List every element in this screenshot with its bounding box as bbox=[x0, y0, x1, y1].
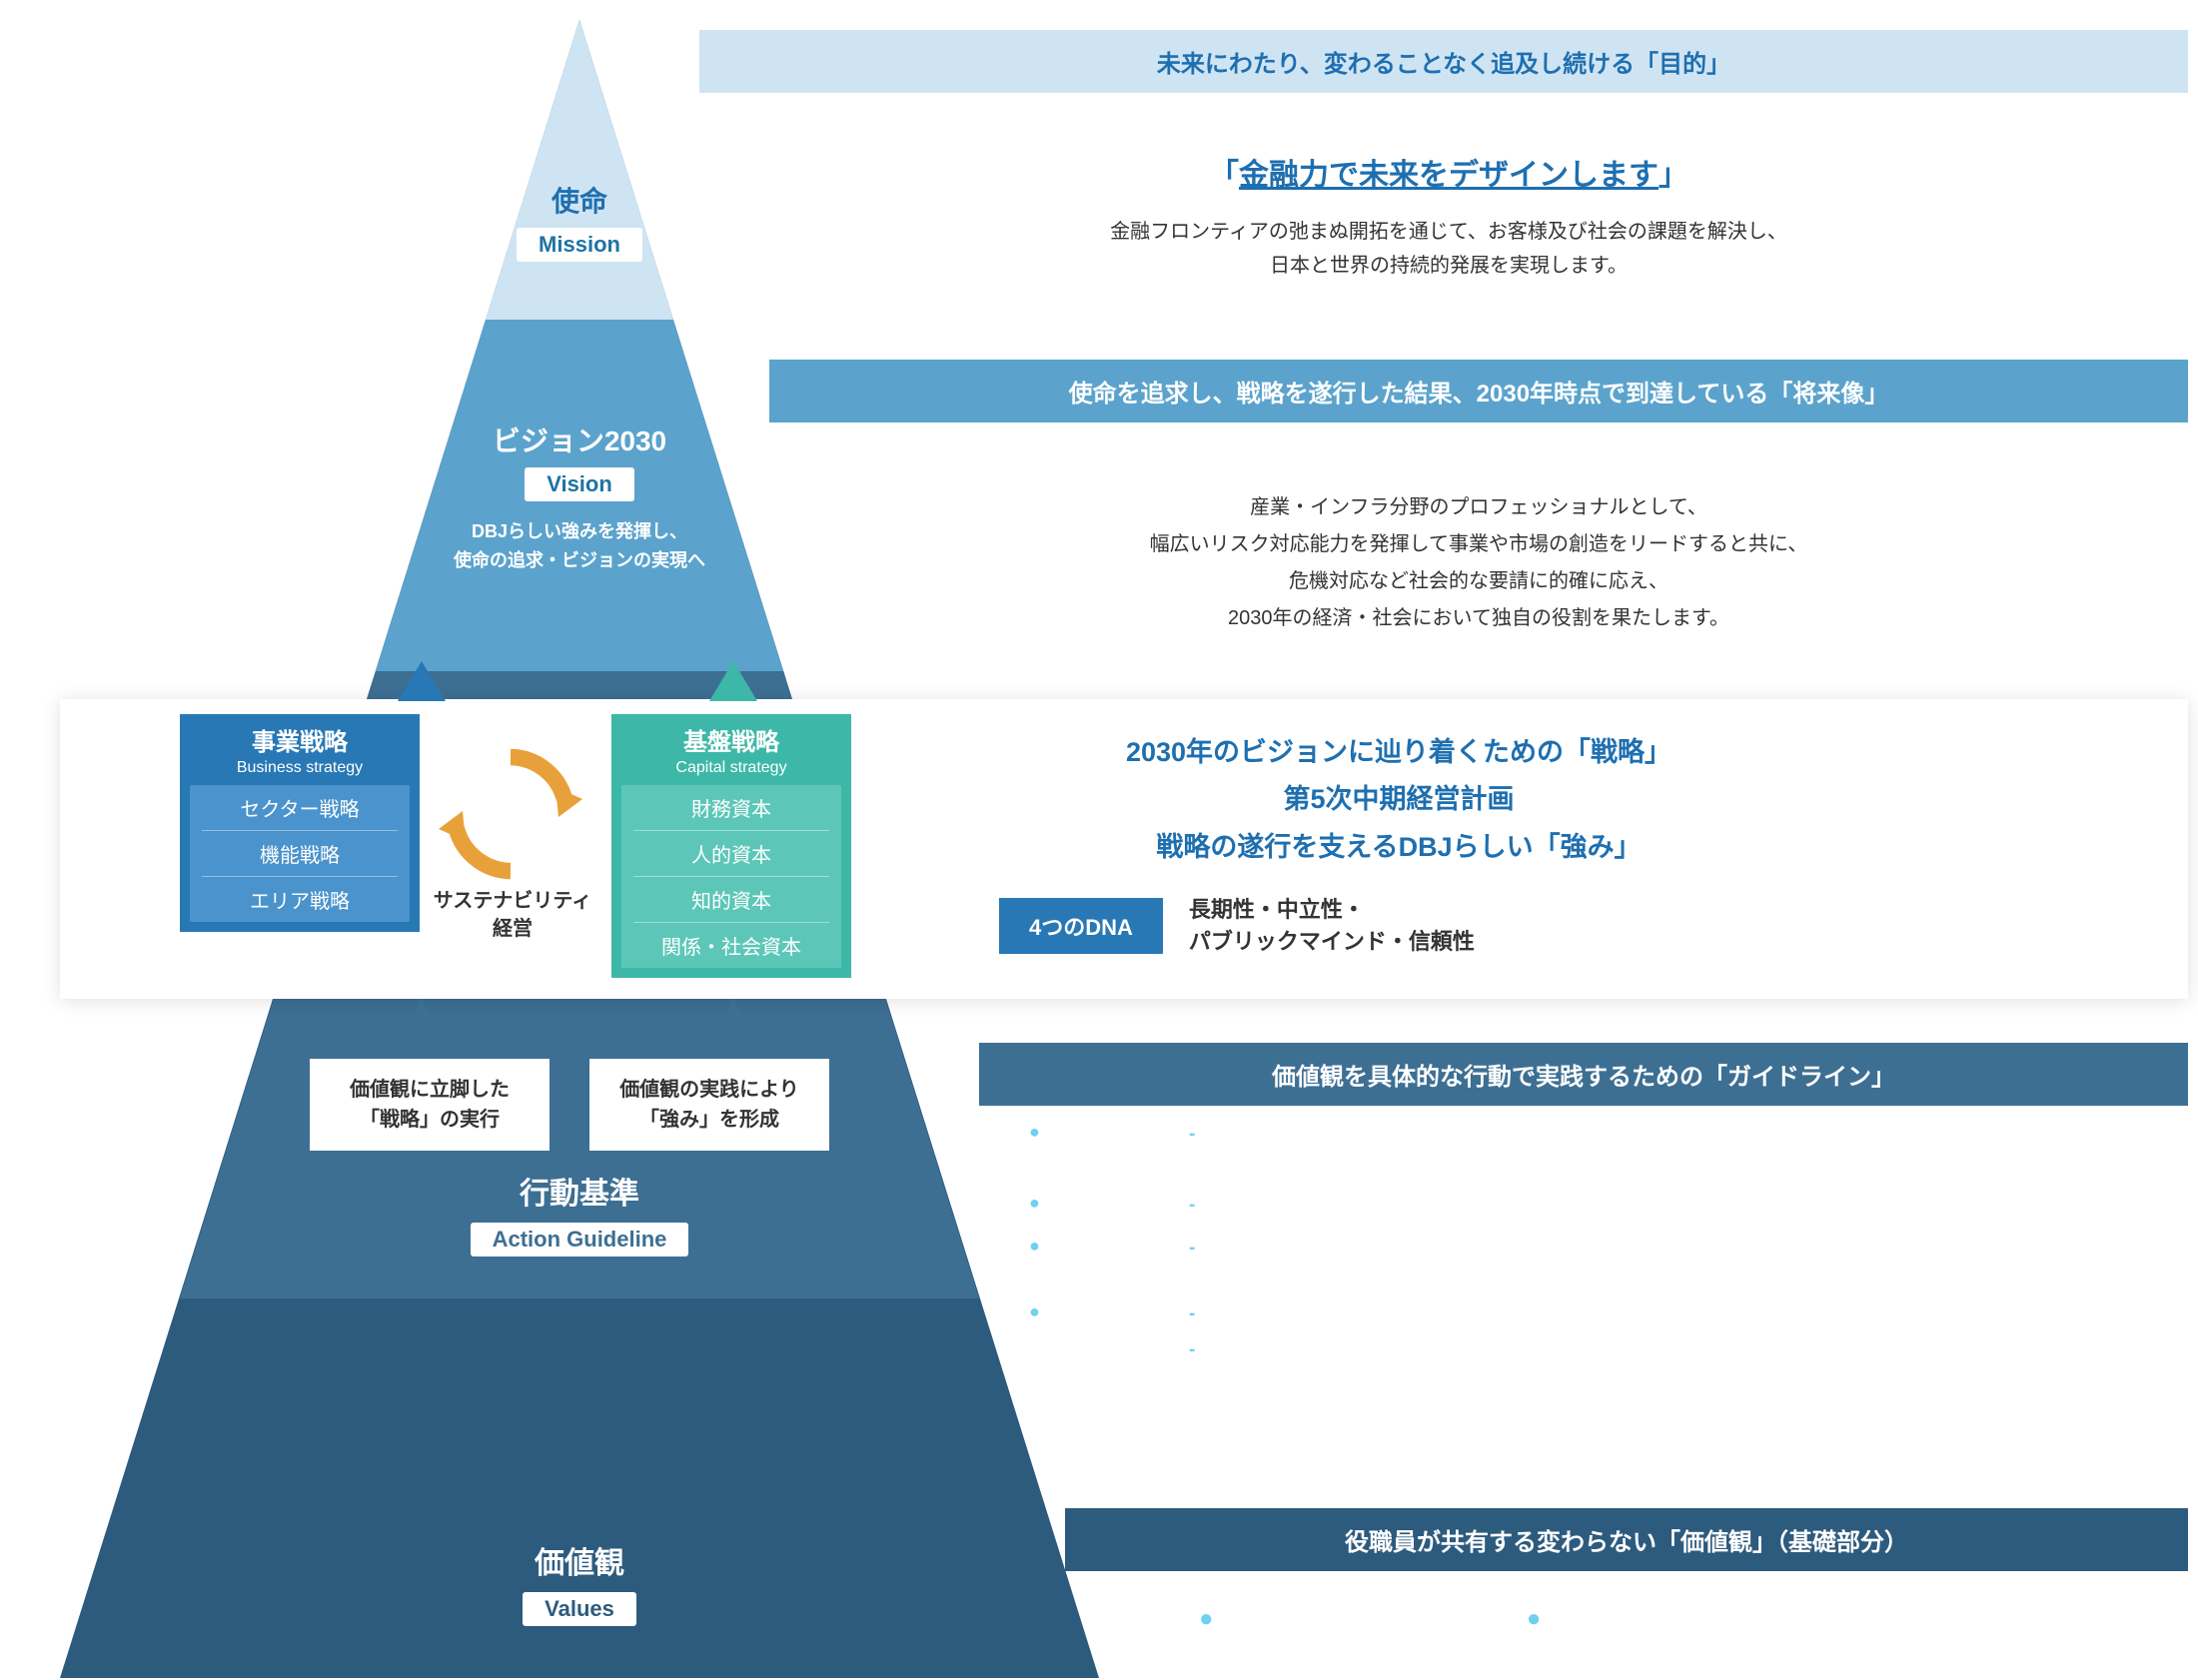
banner-values: 役職員が共有する変わらない「価値観」（基礎部分） bbox=[1065, 1508, 2188, 1571]
strat-h3: 戦略の遂行を支えるDBJらしい「強み」 bbox=[899, 824, 1898, 871]
dna-tag: 4つのDNA bbox=[999, 898, 1163, 954]
guideline-row-3: ●個の挑戦と 協働 -フロンティアに挑戦し、成果にこだわり、やり切ります。 -多… bbox=[1029, 1298, 2158, 1363]
cs-item-0: 財務資本 bbox=[633, 785, 829, 830]
arrow-up-left bbox=[398, 661, 446, 701]
pyramid-mission-layer bbox=[486, 20, 673, 320]
pyramid-vision-label: ビジョン2030 Vision DBJらしい強みを発揮し、 使命の追求・ビジョン… bbox=[380, 420, 779, 575]
arrow-up-right bbox=[709, 661, 757, 701]
values-jp: 価値観 bbox=[380, 1538, 779, 1582]
cycle-arrows-icon bbox=[436, 739, 585, 889]
vision-en: Vision bbox=[525, 467, 634, 501]
mission-detail: 「金融力で未来をデザインします」 金融フロンティアの弛まぬ開拓を通じて、お客様及… bbox=[759, 150, 2138, 283]
gl-2-desc: -常に業務を見直し、サービスの質と生産性を高めます。 bbox=[1189, 1233, 2158, 1261]
bs-title: 事業戦略 bbox=[180, 714, 420, 759]
gl-1-label: ●お客様視点 bbox=[1029, 1190, 1189, 1216]
strat-h1: 2030年のビジョンに辿り着くための「戦略」 bbox=[899, 729, 1898, 776]
arrow-up-action-right bbox=[709, 999, 757, 1039]
guideline-row-1: ●お客様視点 -お客様の立場に立ち、誰よりも徹底的に考えます。 bbox=[1029, 1190, 2158, 1219]
values-items-row: ●挑戦（Initiative） ●誠実（Integrity） bbox=[1199, 1598, 1741, 1633]
action-card-right: 価値観の実践により 「強み」を形成 bbox=[589, 1059, 829, 1151]
cs-item-3: 関係・社会資本 bbox=[633, 922, 829, 968]
strategy-headlines: 2030年のビジョンに辿り着くための「戦略」 第5次中期経営計画 戦略の遂行を支… bbox=[899, 729, 1898, 871]
dna-text: 長期性・中立性・ パブリックマインド・信頼性 bbox=[1189, 894, 1475, 958]
action-en: Action Guideline bbox=[471, 1223, 689, 1257]
vision-caption: DBJらしい強みを発揮し、 使命の追求・ビジョンの実現へ bbox=[380, 517, 779, 575]
cs-item-1: 人的資本 bbox=[633, 830, 829, 876]
banner-mission: 未来にわたり、変わることなく追及し続ける「目的」 bbox=[699, 30, 2188, 93]
bs-item-2: エリア戦略 bbox=[202, 876, 398, 922]
mission-body2: 日本と世界の持続的発展を実現します。 bbox=[759, 249, 2138, 283]
guidelines-list: ●未来への 責任 -経済価値と社会価値の両立を追求し、未来への責任を 果たします… bbox=[1029, 1119, 2158, 1377]
vision-l2: 幅広いリスク対応能力を発揮して事業や市場の創造をリードすると共に、 bbox=[789, 526, 2168, 563]
dna-row: 4つのDNA 長期性・中立性・ パブリックマインド・信頼性 bbox=[999, 894, 1475, 958]
vision-l4: 2030年の経済・社会において独自の役割を果たします。 bbox=[789, 600, 2168, 637]
action-jp: 行動基準 bbox=[380, 1169, 779, 1213]
vision-detail: 産業・インフラ分野のプロフェッショナルとして、 幅広いリスク対応能力を発揮して事… bbox=[789, 489, 2168, 637]
pyramid-action-label: 行動基準 Action Guideline bbox=[380, 1169, 779, 1257]
mission-body1: 金融フロンティアの弛まぬ開拓を通じて、お客様及び社会の課題を解決し、 bbox=[759, 215, 2138, 249]
vision-l3: 危機対応など社会的な要請に的確に応え、 bbox=[789, 563, 2168, 600]
guideline-row-2: ●卓越した サービス -常に業務を見直し、サービスの質と生産性を高めます。 bbox=[1029, 1233, 2158, 1284]
banner-guideline: 価値観を具体的な行動で実践するための「ガイドライン」 bbox=[979, 1043, 2188, 1106]
bs-sub: Business strategy bbox=[180, 759, 420, 785]
values-item-0: ●挑戦（Initiative） bbox=[1199, 1598, 1417, 1633]
cs-item-2: 知的資本 bbox=[633, 876, 829, 922]
cs-title: 基盤戦略 bbox=[611, 714, 851, 759]
gl-3-desc-1: -多様性を尊重し、協働して、お互いを高め合います。 bbox=[1189, 1334, 2158, 1363]
strat-h2: 第5次中期経営計画 bbox=[899, 776, 1898, 823]
cs-sub: Capital strategy bbox=[611, 759, 851, 785]
pyramid-values-label: 価値観 Values bbox=[380, 1538, 779, 1626]
gl-0-desc: -経済価値と社会価値の両立を追求し、未来への責任を 果たします。 bbox=[1189, 1119, 2158, 1176]
arrow-up-action-left bbox=[398, 999, 446, 1039]
gl-3-label: ●個の挑戦と 協働 bbox=[1029, 1298, 1189, 1350]
action-card-left: 価値観に立脚した 「戦略」の実行 bbox=[310, 1059, 550, 1151]
mission-headline: 「金融力で未来をデザインします」 bbox=[759, 150, 2138, 201]
gl-0-label: ●未来への 責任 bbox=[1029, 1119, 1189, 1171]
gl-3-desc-0: -フロンティアに挑戦し、成果にこだわり、やり切ります。 bbox=[1189, 1298, 2158, 1327]
vision-jp: ビジョン2030 bbox=[380, 420, 779, 459]
banner-vision: 使命を追求し、戦略を遂行した結果、2030年時点で到達している「将来像」 bbox=[769, 360, 2188, 422]
bs-item-0: セクター戦略 bbox=[202, 785, 398, 830]
mission-headline-text: 金融力で未来をデザインします bbox=[1239, 159, 1658, 192]
mission-jp: 使命 bbox=[460, 180, 699, 220]
guideline-row-0: ●未来への 責任 -経済価値と社会価値の両立を追求し、未来への責任を 果たします… bbox=[1029, 1119, 2158, 1176]
gl-2-label: ●卓越した サービス bbox=[1029, 1233, 1189, 1284]
mission-en: Mission bbox=[517, 228, 642, 262]
business-strategy-box: 事業戦略 Business strategy セクター戦略 機能戦略 エリア戦略 bbox=[180, 714, 420, 932]
gl-1-desc: -お客様の立場に立ち、誰よりも徹底的に考えます。 bbox=[1189, 1190, 2158, 1219]
values-en: Values bbox=[523, 1592, 636, 1626]
vision-l1: 産業・インフラ分野のプロフェッショナルとして、 bbox=[789, 489, 2168, 526]
cycle-label: サステナビリティ 経営 bbox=[428, 887, 597, 943]
capital-strategy-box: 基盤戦略 Capital strategy 財務資本 人的資本 知的資本 関係・… bbox=[611, 714, 851, 978]
bs-item-1: 機能戦略 bbox=[202, 830, 398, 876]
pyramid-mission-label: 使命 Mission bbox=[460, 180, 699, 262]
values-item-1: ●誠実（Integrity） bbox=[1527, 1598, 1741, 1633]
